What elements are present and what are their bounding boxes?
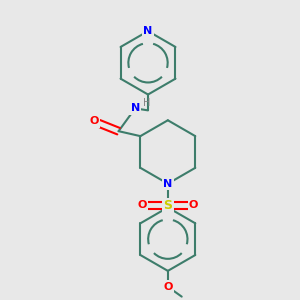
Text: S: S	[163, 199, 172, 212]
Text: O: O	[163, 282, 172, 292]
Text: H: H	[143, 98, 151, 108]
Text: O: O	[89, 116, 98, 126]
Text: O: O	[189, 200, 198, 211]
Text: N: N	[163, 179, 172, 189]
Text: O: O	[137, 200, 147, 211]
Text: N: N	[143, 26, 153, 36]
Text: N: N	[130, 103, 140, 113]
